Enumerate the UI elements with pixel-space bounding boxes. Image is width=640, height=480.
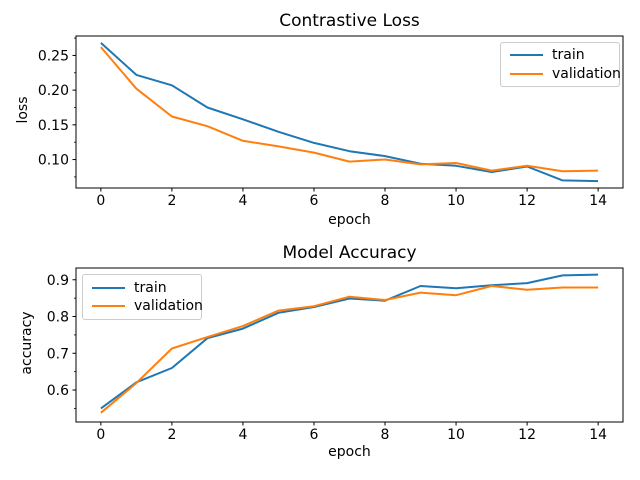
x-tick-label: 8 <box>381 427 390 443</box>
accuracy-chart: 0 2 4 6 8 10 12 14 0.9 0.8 0.7 0.6 <box>47 267 624 443</box>
y-tick-label: 0.15 <box>38 118 69 134</box>
y-tick-label: 0.9 <box>47 273 69 289</box>
loss-chart: 0 2 4 6 8 10 12 14 0.25 0.20 0.15 0.10 <box>38 35 624 209</box>
accuracy-legend: train validation <box>82 274 203 320</box>
y-tick-label: 0.8 <box>47 310 69 326</box>
validation-line <box>100 46 599 173</box>
loss-chart-title: Contrastive Loss <box>279 11 420 31</box>
accuracy-chart-title: Model Accuracy <box>282 243 417 263</box>
y-tick-label: 0.25 <box>38 48 69 64</box>
legend-label-train: train <box>134 279 167 296</box>
validation-line-swatch <box>92 305 125 308</box>
x-tick-label: 4 <box>238 193 247 209</box>
train-line <box>100 273 599 410</box>
x-tick-label: 4 <box>238 427 247 443</box>
x-tick-label: 10 <box>447 193 465 209</box>
plot-border <box>75 267 624 423</box>
train-line-swatch <box>92 286 125 289</box>
legend-row-validation: validation <box>501 65 621 83</box>
plot-border <box>75 35 624 189</box>
x-tick-label: 12 <box>518 427 536 443</box>
validation-line-swatch <box>510 72 543 75</box>
x-tick-label: 0 <box>96 193 105 209</box>
x-tick-label: 10 <box>447 427 465 443</box>
legend-label-train: train <box>552 47 585 64</box>
x-tick-label: 6 <box>310 193 319 209</box>
y-tick-label: 0.10 <box>38 153 69 169</box>
y-tick-label: 0.6 <box>47 383 69 399</box>
legend-row-validation: validation <box>83 297 203 315</box>
y-tick-label: 0.7 <box>47 346 69 362</box>
y-tick-label: 0.20 <box>38 83 69 99</box>
legend-row-train: train <box>83 279 201 297</box>
x-tick-label: 2 <box>167 193 176 209</box>
loss-legend: train validation <box>500 42 621 87</box>
x-tick-label: 2 <box>167 427 176 443</box>
legend-label-validation: validation <box>134 298 203 315</box>
legend-row-train: train <box>501 46 619 64</box>
x-tick-label: 14 <box>589 427 607 443</box>
legend-label-validation: validation <box>552 65 621 82</box>
accuracy-x-axis-label: epoch <box>328 444 371 460</box>
x-tick-label: 12 <box>518 193 536 209</box>
x-tick-label: 0 <box>96 427 105 443</box>
loss-x-axis-label: epoch <box>328 212 371 228</box>
validation-line <box>100 285 599 414</box>
x-tick-label: 8 <box>381 193 390 209</box>
loss-y-axis-label: loss <box>15 96 31 124</box>
x-tick-label: 14 <box>589 193 607 209</box>
accuracy-y-axis-label: accuracy <box>19 311 35 375</box>
x-tick-label: 6 <box>310 427 319 443</box>
train-line-swatch <box>510 54 543 57</box>
